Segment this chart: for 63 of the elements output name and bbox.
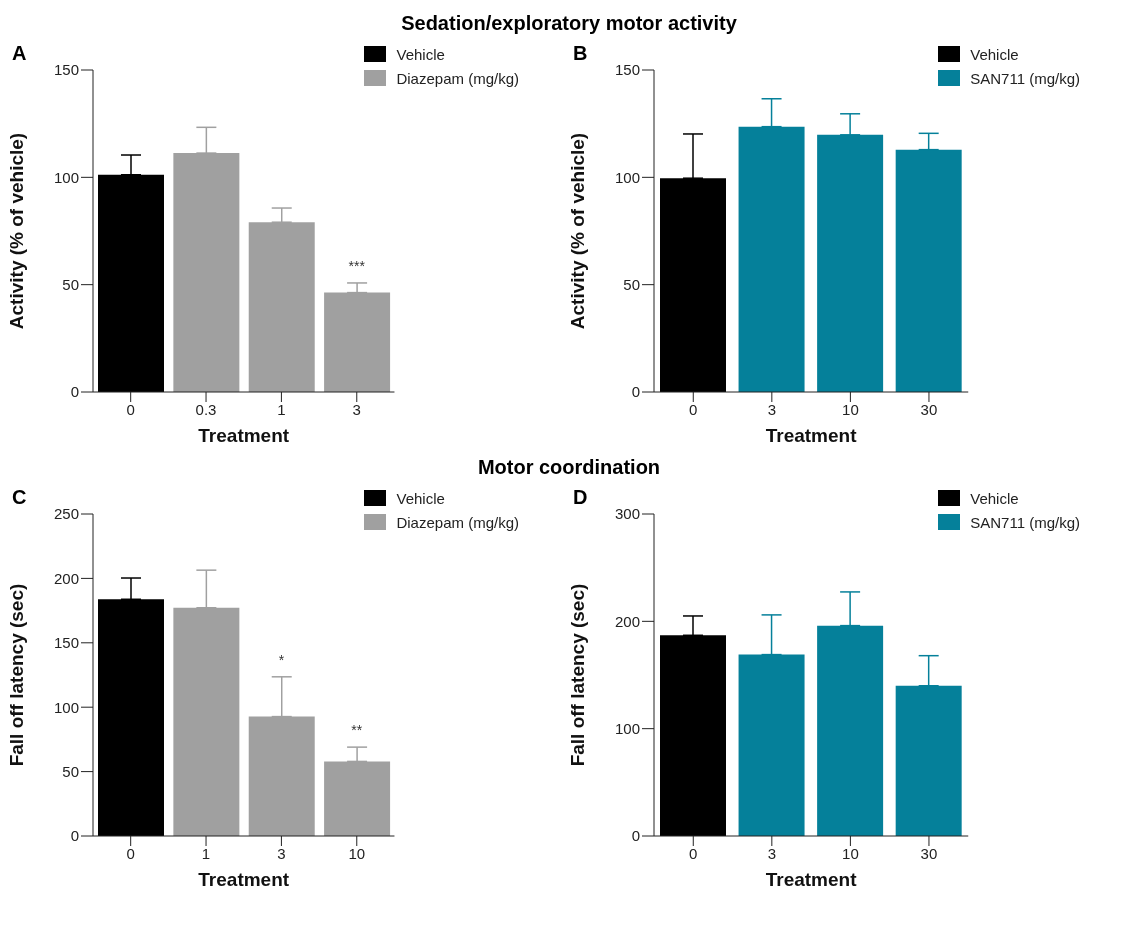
x-tick-label: 0 bbox=[689, 400, 698, 418]
x-axis-title: Treatment bbox=[765, 425, 858, 446]
bar bbox=[173, 607, 240, 836]
y-tick-label: 150 bbox=[614, 61, 640, 79]
x-axis-title: Treatment bbox=[198, 869, 290, 890]
y-axis-title: Fall off latency (sec) bbox=[5, 583, 27, 767]
y-tick-label: 50 bbox=[62, 275, 79, 293]
x-tick-label: 30 bbox=[920, 400, 938, 418]
chart-title: B bbox=[573, 42, 588, 65]
y-tick-label: 0 bbox=[631, 383, 640, 401]
x-tick-label: 3 bbox=[277, 844, 286, 862]
y-tick-label: 0 bbox=[631, 827, 640, 845]
y-tick-label: 50 bbox=[62, 762, 79, 780]
y-axis-title: Activity (% of vehicle) bbox=[566, 132, 588, 330]
legend-label: Diazepam (mg/kg) bbox=[396, 513, 519, 531]
y-tick-label: 0 bbox=[70, 827, 79, 845]
x-tick-label: 10 bbox=[842, 844, 859, 862]
text: Motor coordination bbox=[476, 455, 662, 480]
bar bbox=[173, 153, 240, 392]
y-tick-label: 100 bbox=[614, 719, 640, 737]
chart-title: C bbox=[12, 486, 27, 509]
y-tick-label: 50 bbox=[623, 275, 640, 293]
legend-label: Vehicle bbox=[396, 489, 445, 507]
y-tick-label: 100 bbox=[614, 168, 640, 186]
x-tick-label: 3 bbox=[767, 844, 777, 862]
x-tick-label: 30 bbox=[920, 844, 938, 862]
y-axis-title: Activity (% of vehicle) bbox=[5, 132, 27, 330]
y-tick-label: 300 bbox=[614, 505, 640, 523]
y-axis-title: Fall off latency (sec) bbox=[566, 583, 588, 767]
x-tick-label: 0 bbox=[126, 844, 135, 862]
annotation: *** bbox=[348, 257, 366, 274]
y-tick-label: 200 bbox=[53, 569, 79, 587]
y-tick-label: 100 bbox=[53, 698, 79, 716]
chart-title: D bbox=[573, 486, 588, 509]
legend-label: Vehicle bbox=[970, 489, 1019, 507]
y-tick-label: 200 bbox=[614, 612, 640, 630]
legend-label: Vehicle bbox=[396, 45, 445, 63]
legend-label: Vehicle bbox=[970, 45, 1019, 63]
x-tick-label: 1 bbox=[201, 844, 211, 862]
annotation: ** bbox=[351, 722, 363, 739]
y-tick-label: 0 bbox=[70, 383, 79, 401]
y-tick-label: 150 bbox=[53, 61, 79, 79]
x-tick-label: 3 bbox=[352, 400, 361, 418]
text: Sedation/exploratory motor activity bbox=[400, 11, 738, 36]
legend-label: SAN711 (mg/kg) bbox=[970, 513, 1080, 531]
bar bbox=[248, 222, 315, 392]
legend-label: Diazepam (mg/kg) bbox=[396, 69, 519, 87]
x-tick-label: 10 bbox=[842, 400, 859, 418]
x-tick-label: 1 bbox=[277, 400, 286, 418]
annotation: * bbox=[278, 651, 285, 668]
bar bbox=[98, 174, 164, 392]
legend-label: SAN711 (mg/kg) bbox=[970, 69, 1080, 87]
x-axis-title: Treatment bbox=[198, 425, 290, 446]
x-tick-label: 3 bbox=[767, 400, 777, 418]
y-tick-label: 250 bbox=[53, 505, 79, 523]
x-tick-label: 0 bbox=[126, 400, 135, 418]
x-tick-label: 0.3 bbox=[195, 400, 217, 418]
chart-title: A bbox=[12, 42, 27, 65]
y-tick-label: 150 bbox=[53, 634, 79, 652]
x-tick-label: 10 bbox=[348, 844, 366, 862]
x-axis-title: Treatment bbox=[765, 869, 858, 890]
x-tick-label: 0 bbox=[689, 844, 698, 862]
y-tick-label: 100 bbox=[53, 168, 79, 186]
